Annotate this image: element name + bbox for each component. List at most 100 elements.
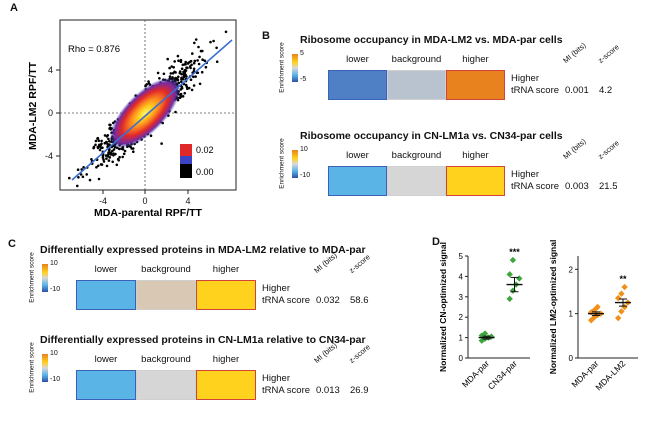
density-point [109,153,113,156]
data-point [478,337,485,344]
enrichment-colorbar [42,354,48,382]
z-value: 4.2 [599,85,613,96]
density-point [215,46,218,50]
density-point [192,75,195,79]
score-label-line2: tRNA score [511,85,560,96]
panel-a-label: A [10,2,18,14]
data-point [506,295,513,303]
density-point [197,45,200,49]
y-tick-label: 2 [569,265,574,274]
density-point [178,71,182,75]
density-point [105,164,109,168]
density-point [149,134,153,137]
data-point [516,275,523,282]
density-point [97,145,100,149]
y-tick-label: 4 [459,272,464,281]
density-point [190,63,193,67]
density-point [203,59,207,62]
bin-box-lower [76,370,136,400]
bin-label-background: background [141,354,191,365]
y-tick: -4 [45,151,53,161]
density-point [111,149,114,153]
z-header: z-score [596,42,621,65]
row-title: Ribosome occupancy in CN-LM1a vs. CN34-p… [300,130,563,142]
density-point [181,95,185,98]
legend-low-label: 0.00 [196,167,214,177]
colorbar-max: 10 [50,350,58,357]
panel-c-label: C [8,238,16,250]
y-tick: 4 [48,65,53,75]
colorbar-label: Enrichment score [278,42,286,93]
density-point [97,139,101,142]
density-point [74,191,77,194]
density-point [197,62,201,66]
bin-label-background: background [391,54,442,65]
data-point [509,256,517,264]
y-axis-label: MDA-LM2 RPF/TT [27,61,39,150]
bin-box-lower [76,280,136,310]
density-point [182,75,186,78]
density-point [168,75,172,78]
density-point [162,72,166,76]
z-header: z-score [596,138,621,161]
row-title: Differentially expressed proteins in MDA… [40,244,366,256]
density-point [108,148,111,152]
density-point [101,156,105,159]
density-point [194,38,198,41]
bin-box-background [387,166,446,196]
colorbar-min: -10 [300,172,311,179]
density-point [118,155,121,159]
panel-d-charts: 0 1 2 3 4 5 Normalized CN-optimized signal MDA-… [438,240,638,392]
bin-box-background [136,280,196,310]
density-point [178,96,182,99]
density-point [184,62,187,66]
bin-label-background: background [391,150,442,161]
score-label-line2: tRNA score [511,181,560,192]
density-point [224,30,228,34]
bin-label-lower: lower [346,54,369,65]
density-point [102,160,106,163]
density-point [81,175,85,179]
legend-swatch-high [180,144,192,156]
density-point [186,87,189,90]
colorbar-max: 10 [50,260,58,267]
mi-value: 0.003 [565,181,589,192]
density-point [100,142,103,146]
density-point [194,75,197,78]
density-point [123,149,127,153]
density-point [82,166,85,169]
score-label-line1: Higher [511,73,539,84]
x-tick: -4 [99,196,107,206]
density-point [212,39,215,43]
density-point [170,65,173,68]
mi-header: MI (bits) [561,136,588,161]
z-value: 21.5 [599,181,618,192]
bin-box-higher [446,70,505,100]
colorbar-label: Enrichment score [28,342,36,393]
density-point [98,148,102,152]
density-point [77,176,80,179]
density-point [192,67,196,71]
density-point [109,123,112,127]
colorbar-label: Enrichment score [278,138,286,189]
colorbar-label: Enrichment score [28,252,36,303]
legend-high-label: 0.02 [196,145,214,155]
density-point [121,148,125,151]
density-point [106,142,109,146]
bin-box-background [136,370,196,400]
data-point [509,287,517,294]
x-category-label: CN34-par [486,358,519,391]
density-point [199,49,203,53]
mi-value: 0.013 [316,385,340,396]
density-point [65,193,68,196]
bin-label-background: background [141,264,191,275]
data-point [481,330,489,337]
density-point [156,71,160,75]
density-point [99,146,103,149]
density-point [112,154,115,157]
density-point [147,80,150,83]
density-point [95,166,98,169]
density-point [101,154,105,157]
bin-label-higher: higher [212,264,240,275]
density-point [145,83,148,86]
